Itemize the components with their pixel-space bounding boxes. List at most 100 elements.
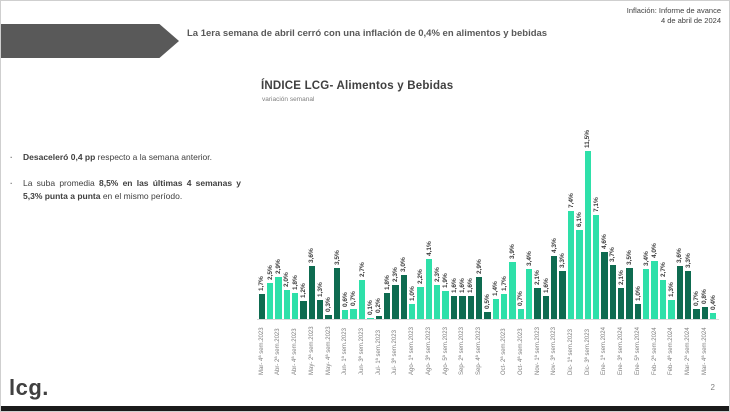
bar [342, 310, 349, 319]
bar [417, 286, 424, 319]
bar-value-label: 1,7% [258, 276, 266, 292]
x-axis-label: Nov- 1ª sem.2023 [534, 327, 541, 375]
x-axis-line [257, 319, 719, 320]
bar [517, 308, 525, 319]
bar [392, 285, 399, 319]
x-axis-label: Jun- 3ª sem.2023 [359, 328, 366, 375]
bar-value-label: 3,9% [509, 244, 517, 260]
bar [400, 275, 407, 319]
bar-value-label: 2,3% [392, 267, 400, 283]
x-axis-label: Abr- 4ª sem.2023 [292, 328, 299, 375]
bar [668, 300, 675, 319]
report-note: Inflación: Informe de avance 4 de abril … [627, 6, 721, 26]
x-axis-label: Nov- 3ª sem.2023 [551, 327, 558, 375]
bar-value-label: 2,1% [617, 270, 625, 286]
bar-value-label: 1,0% [634, 286, 642, 302]
bar-value-label: 3,4% [642, 251, 650, 267]
bar-value-label: 4,1% [425, 241, 433, 257]
bar [626, 267, 633, 319]
bar [609, 264, 616, 319]
bar-value-label: 3,3% [684, 252, 692, 268]
bar-value-label: 2,1% [534, 270, 542, 286]
bar-value-label: 0,8% [701, 289, 709, 305]
x-axis-label: Jun- 1ª sem.2023 [342, 328, 349, 375]
chart-title: ÍNDICE LCG- Alimentos y Bebidas [261, 80, 454, 92]
bar-value-label: 1,8% [383, 274, 391, 290]
bar [709, 313, 717, 319]
bar [526, 269, 533, 319]
bar-value-label: 3,0% [400, 257, 408, 273]
bar-value-label: 11,5% [584, 130, 592, 149]
bar [676, 266, 683, 319]
bar [367, 317, 374, 319]
bar [300, 301, 307, 319]
bar [659, 279, 667, 319]
bar-value-label: 3,6% [308, 248, 316, 264]
bar [442, 291, 449, 319]
bar [492, 298, 499, 319]
bar-value-label: 3,5% [626, 250, 634, 265]
bar [358, 279, 366, 319]
bar [484, 311, 491, 319]
bar [567, 210, 575, 319]
bullet-text-segment: 8,5% en las últimas 4 semanas y 5,3% pun… [23, 177, 241, 201]
report-note-line2: 4 de abril de 2024 [660, 15, 721, 25]
bar-value-label: 1,9% [442, 273, 450, 289]
summary-bullet: Desaceleró 0,4 pp respecto a la semana a… [7, 151, 241, 164]
x-axis-label: Oct- 4ª sem.2023 [517, 328, 524, 375]
bar-value-label: 1,6% [450, 277, 458, 293]
bar [634, 304, 642, 319]
bottom-strip [1, 406, 729, 411]
bar [509, 262, 516, 319]
bullet-text-segment: respecto a la semana anterior. [95, 152, 213, 162]
bar [333, 267, 341, 319]
x-axis-label: Abr- 2ª sem.2023 [275, 328, 282, 375]
bar-value-label: 6,1% [575, 212, 583, 227]
x-axis-label: Ago- 3ª sem.2023 [425, 327, 432, 375]
bar-value-label: 0,4% [709, 295, 717, 311]
slide-headline: La 1era semana de abril cerró con una in… [187, 28, 548, 39]
bar-value-label: 0,5% [484, 293, 492, 309]
bullet-text-segment: Desaceleró 0,4 pp [23, 152, 96, 162]
bar-value-label: 7,1% [592, 197, 600, 213]
x-axis-label: Mar- 2ª sem.2024 [685, 327, 692, 375]
bar-value-label: 1,3% [667, 282, 675, 298]
bar [467, 295, 474, 319]
bar [475, 276, 483, 319]
bar [542, 295, 550, 319]
x-axis-label: May- 4ª sem.2023 [325, 326, 332, 375]
bar-value-label: 0,7% [693, 290, 701, 306]
bar-value-label: 0,7% [350, 290, 358, 306]
bar [459, 295, 466, 319]
bar-value-label: 4,0% [651, 242, 659, 258]
bar [450, 295, 458, 319]
bar [693, 308, 700, 319]
bar-value-label: 2,9% [475, 258, 483, 274]
bar [584, 151, 591, 319]
bar [684, 270, 692, 319]
bar [425, 259, 433, 319]
x-axis-label: Ago- 1ª sem.2023 [409, 327, 416, 375]
summary-bullet: La suba promedia 8,5% en las últimas 4 s… [7, 177, 241, 203]
x-axis-label: Mar- 4ª sem.2023 [258, 327, 265, 375]
x-axis-label: Dic- 1ª sem.2023 [568, 329, 575, 375]
bar [317, 300, 324, 319]
bar [500, 294, 508, 319]
bar [375, 316, 382, 319]
bar [601, 251, 608, 319]
bar-value-label: 1,3% [316, 282, 324, 298]
bar [350, 308, 357, 319]
bar [325, 314, 332, 319]
bar-value-label: 3,5% [333, 250, 341, 265]
page-number: 2 [710, 383, 715, 392]
bar-value-label: 2,7% [659, 261, 667, 277]
x-axis-label: Jul- 3ª sem.2023 [392, 330, 399, 375]
bar-value-label: 1,4% [492, 280, 500, 296]
x-axis-label: Jul- 1ª sem.2023 [375, 330, 382, 375]
x-axis-label: Sep- 2ª sem.2023 [459, 327, 466, 375]
bar-value-label: 1,7% [500, 276, 508, 292]
bar-value-label: 4,6% [601, 234, 609, 249]
bar-value-label: 1,6% [458, 277, 466, 293]
